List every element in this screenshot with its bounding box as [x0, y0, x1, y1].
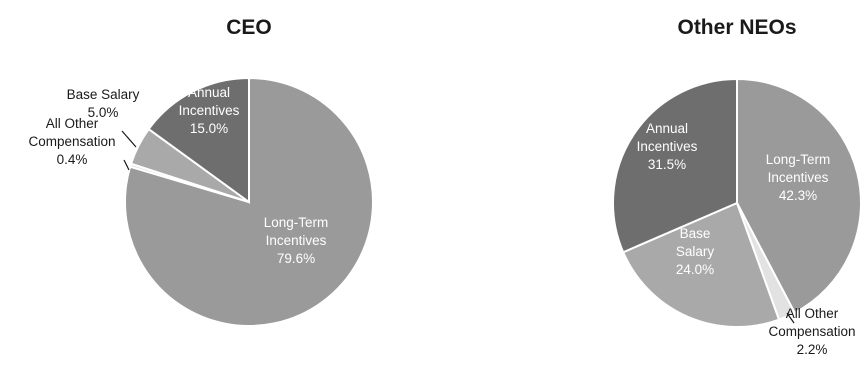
pie-slice-other-neos-annual-incentives — [612, 77, 738, 254]
slice-label-ceo-long-term-incentives: Long-Term Incentives 79.6% — [264, 215, 329, 266]
slice-label-other-neos-base-salary: Base Salary 24.0% — [676, 226, 715, 277]
pie-slice-ceo-long-term-incentives — [124, 76, 374, 327]
pie-chart-other-neos: Other NEOs Long-Term Incentives 42.3% All Ot… — [612, 16, 862, 357]
pie-slice-other-neos-base-salary — [621, 201, 781, 328]
pie-chart-ceo: CEO Long-Term Incentives 79.6% All Other Comp… — [28, 16, 374, 327]
leader-line-ceo-base-salary — [121, 130, 137, 148]
slice-label-ceo-all-other-compensation: All Other Compensation 0.4% — [28, 116, 115, 167]
slice-label-ceo-annual-incentives: Annual Incentives 15.0% — [179, 85, 240, 136]
leader-line-ceo-all-other-compensation — [123, 159, 130, 171]
slice-label-other-neos-long-term-incentives: Long-Term Incentives 42.3% — [766, 152, 831, 203]
slice-label-ceo-base-salary: Base Salary 5.0% — [67, 87, 140, 120]
chart-title-ceo: CEO — [226, 16, 272, 39]
slice-label-other-neos-annual-incentives: Annual Incentives 31.5% — [637, 121, 698, 172]
slice-label-other-neos-all-other-compensation: All Other Compensation 2.2% — [768, 306, 855, 357]
pie-slice-other-neos-long-term-incentives — [736, 77, 862, 315]
leader-line-other-neos-all-other-compensation — [786, 312, 795, 324]
pie-slice-ceo-annual-incentives — [147, 76, 250, 204]
chart-title-other-neos: Other NEOs — [677, 16, 796, 39]
